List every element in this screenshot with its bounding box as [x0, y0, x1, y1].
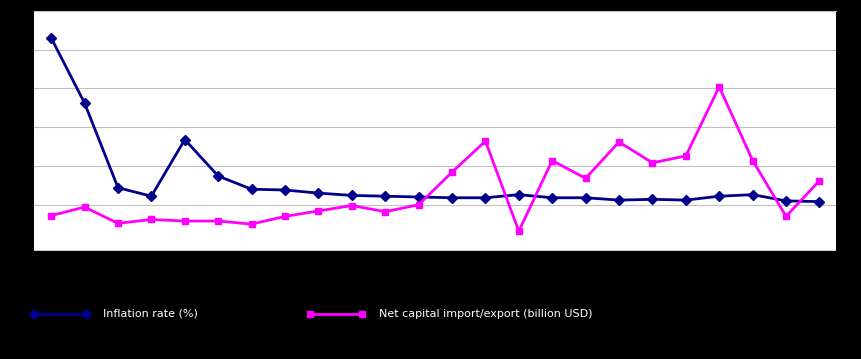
Text: Net capital import/export (billion USD): Net capital import/export (billion USD): [379, 309, 592, 319]
Text: Inflation rate (%): Inflation rate (%): [103, 309, 198, 319]
